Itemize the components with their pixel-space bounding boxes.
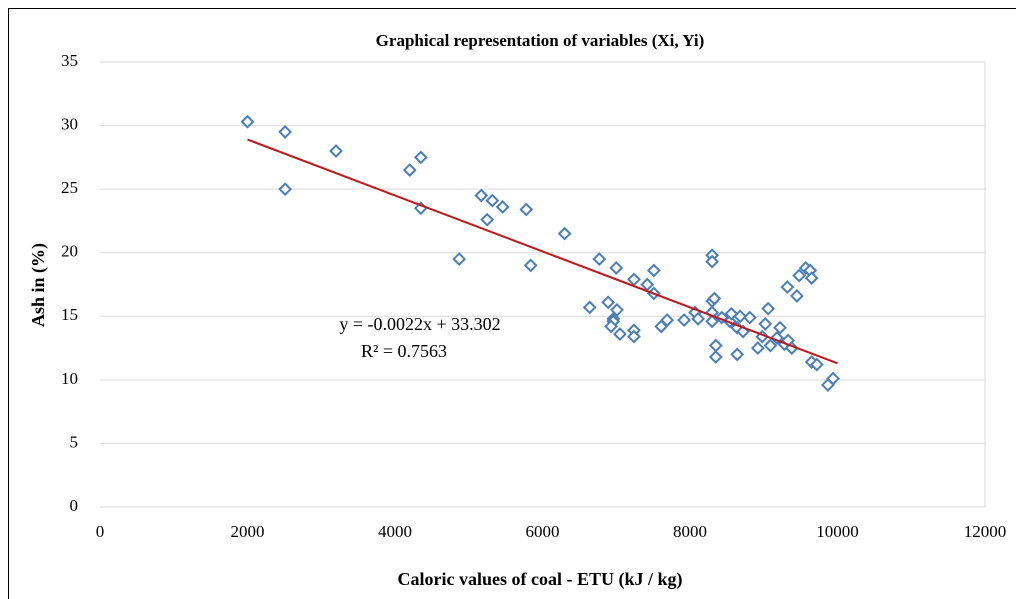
point [773,320,787,335]
equation: y = -0.0022x + 33.302 [339,314,500,334]
point [660,313,675,328]
point [480,212,495,227]
point [750,341,765,355]
point [677,313,692,328]
point [485,193,500,208]
point [495,200,510,214]
point [582,300,597,315]
point [610,303,624,317]
x-tick-label: 12000 [964,522,1007,541]
x-tick-label: 4000 [378,522,412,541]
y-axis-label: Ash in (%) [28,243,49,327]
chart-frame [8,8,1016,599]
x-tick-label: 10000 [816,522,859,541]
y-tick-label: 10 [61,369,78,388]
point [474,188,489,203]
point [609,261,624,275]
point [705,314,720,329]
point [758,316,773,331]
point [724,306,739,321]
point [557,226,572,241]
point [402,163,417,177]
point [804,271,819,286]
point [826,371,840,386]
y-tick-label: 35 [61,51,78,70]
x-axis-label: Caloric values of coal - ETU (kJ / kg) [398,569,683,590]
point [790,289,804,303]
x-tick-label: 6000 [526,522,560,541]
point [780,280,795,294]
chart-title: Graphical representation of variables (X… [376,31,705,50]
point [452,252,467,266]
point [809,357,824,372]
point [604,319,619,334]
point [519,202,534,217]
trendline [247,138,838,365]
point [708,338,723,353]
x-tick-label: 8000 [673,522,707,541]
point [705,254,720,269]
point [691,311,706,326]
y-tick-label: 5 [70,432,79,451]
point [240,114,255,129]
point [714,310,729,325]
point [742,310,757,325]
point [707,291,722,306]
y-tick-label: 15 [61,305,78,324]
point [329,144,343,158]
point [763,338,778,353]
x-tick-label: 0 [96,522,105,541]
point [627,329,641,344]
point [708,350,723,364]
point [730,347,745,362]
point [627,272,641,287]
y-tick-label: 20 [61,242,78,261]
point [792,268,807,283]
y-tick-label: 0 [70,496,79,515]
point [413,150,428,165]
point [613,327,627,342]
x-tick-label: 2000 [231,522,265,541]
point [761,301,776,316]
point [733,309,748,324]
point [592,252,607,266]
point [646,263,661,278]
point [640,277,655,292]
point [278,125,293,139]
r-squared: R² = 0.7563 [361,341,447,361]
point [523,258,538,273]
point [601,295,616,310]
y-tick-label: 30 [61,114,78,133]
point [278,182,293,197]
point [784,341,799,355]
y-tick-label: 25 [61,178,78,197]
